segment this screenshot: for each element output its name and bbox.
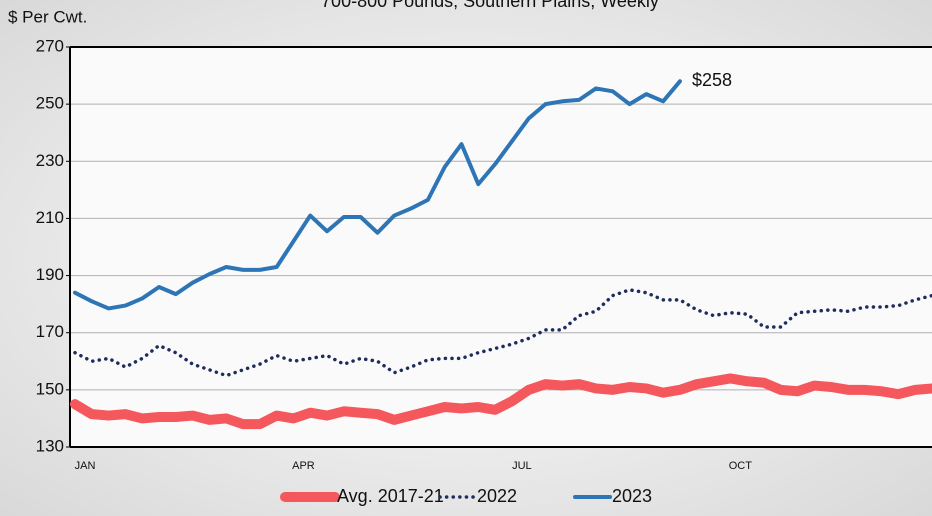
plot-area (70, 47, 932, 447)
x-tick-label: JAN (75, 460, 96, 472)
y-tick-label: 190 (36, 265, 64, 284)
y-tick-label: 130 (36, 436, 64, 455)
series-line (73, 288, 932, 378)
x-tick-label: JUL (512, 460, 532, 472)
y-tick-label: 150 (36, 379, 64, 398)
y-tick-label: 230 (36, 151, 64, 170)
series-line (70, 373, 932, 430)
series-line (73, 79, 682, 311)
y-tick-label: 170 (36, 322, 64, 341)
annotation: $258 (692, 70, 732, 90)
x-tick-label: OCT (729, 460, 753, 472)
y-axis-label: $ Per Cwt. (8, 7, 87, 26)
legend-label: Avg. 2017-21 (337, 486, 444, 506)
y-tick-label: 210 (36, 208, 64, 227)
y-tick-label: 250 (36, 94, 64, 113)
y-tick-label: 270 (36, 36, 64, 55)
legend-label: 2023 (612, 486, 652, 506)
legend-label: 2022 (477, 486, 517, 506)
x-tick-label: APR (292, 460, 315, 472)
chart-title: 700-800 Pounds, Southern Plains, Weekly (321, 0, 659, 11)
